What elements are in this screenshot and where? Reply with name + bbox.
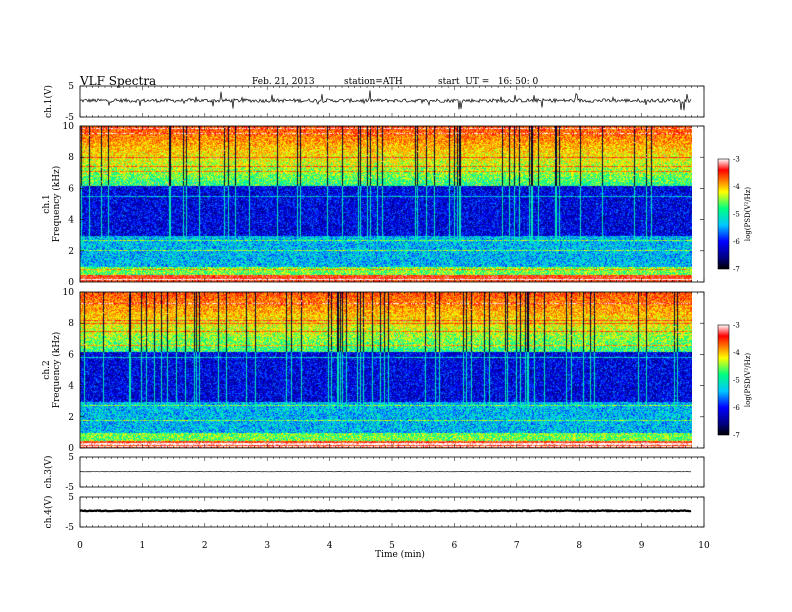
x-tick-label: 0 — [77, 541, 83, 551]
y-tick-label: 4 — [68, 216, 74, 226]
start-time-label: start UT = 16: 50: 0 — [438, 77, 539, 87]
spectrogram-layer — [80, 126, 692, 448]
y-axis-label: ch.3(V) — [43, 456, 54, 489]
spectrogram-ch2-spec — [80, 292, 692, 448]
y-tick-label: -5 — [65, 483, 74, 493]
waveform-layer — [79, 90, 692, 513]
x-tick-label: 10 — [698, 541, 710, 551]
y-tick-label: 5 — [68, 453, 74, 463]
colorbar-tick-label: -3 — [733, 156, 740, 164]
figure-title: VLF Spectra — [79, 74, 156, 88]
station-label: station=ATH — [344, 77, 403, 87]
colorbar-ch2 — [717, 324, 730, 436]
y-tick-label: -5 — [65, 523, 74, 533]
x-axis-label: Time (min) — [375, 549, 425, 560]
colorbar-tick-label: -7 — [733, 266, 740, 274]
colorbar-tick-label: -4 — [733, 349, 740, 357]
x-tick-label: 4 — [327, 541, 333, 551]
y-tick-label: 8 — [68, 153, 74, 163]
colorbar-tick-label: -5 — [733, 377, 740, 385]
waveform-trace — [79, 508, 692, 513]
y-tick-label: 10 — [63, 122, 75, 132]
y-axis-label: ch.4(V) — [43, 496, 54, 529]
colorbar-label: log(PSD(V²/Hz) — [744, 353, 752, 408]
x-tick-label: 2 — [202, 541, 208, 551]
y-tick-label: 0 — [68, 444, 74, 454]
waveform-ch4-wave — [79, 508, 692, 513]
colorbar-tick-label: -3 — [733, 322, 740, 330]
y-axis-label: Frequency (kHz) — [51, 166, 62, 243]
x-tick-label: 8 — [576, 541, 582, 551]
spectrogram-image — [80, 292, 692, 448]
y-axis-channel-label: ch.1 — [42, 194, 52, 213]
y-tick-label: -5 — [65, 113, 74, 123]
y-tick-label: 6 — [68, 184, 74, 194]
colorbar-tick-label: -5 — [733, 211, 740, 219]
y-axis-channel-label: ch.2 — [42, 360, 52, 379]
colorbar-ch1 — [717, 158, 730, 270]
y-axis-label: Frequency (kHz) — [51, 332, 62, 409]
x-tick-label: 3 — [264, 541, 270, 551]
y-tick-label: 0 — [68, 278, 74, 288]
colorbar-tick-label: -6 — [733, 404, 740, 412]
colorbar-tick-label: -6 — [733, 238, 740, 246]
x-tick-label: 7 — [514, 541, 520, 551]
x-tick-label: 9 — [639, 541, 645, 551]
frame-layer — [79, 85, 705, 528]
spectrogram-ch1-spec — [80, 126, 692, 282]
y-tick-label: 4 — [68, 382, 74, 392]
colorbar-label: log(PSD(V²/Hz) — [744, 187, 752, 242]
x-tick-label: 5 — [389, 541, 395, 551]
y-tick-label: 5 — [68, 493, 74, 503]
y-tick-label: 5 — [68, 82, 74, 92]
y-tick-label: 6 — [68, 350, 74, 360]
spectrogram-image — [80, 126, 692, 282]
colorbar-tick-label: -7 — [733, 432, 740, 440]
y-tick-label: 8 — [68, 319, 74, 329]
colorbar-tick-label: -4 — [733, 183, 740, 191]
y-tick-label: 2 — [68, 247, 74, 257]
date-label: Feb. 21, 2013 — [252, 77, 315, 87]
waveform-trace — [79, 90, 692, 111]
y-tick-label: 2 — [68, 413, 74, 423]
waveform-ch1-wave — [79, 90, 692, 111]
x-tick-label: 6 — [452, 541, 458, 551]
x-tick-label: 1 — [140, 541, 146, 551]
y-axis-label: ch.1(V) — [43, 85, 54, 118]
y-tick-label: 10 — [63, 288, 75, 298]
